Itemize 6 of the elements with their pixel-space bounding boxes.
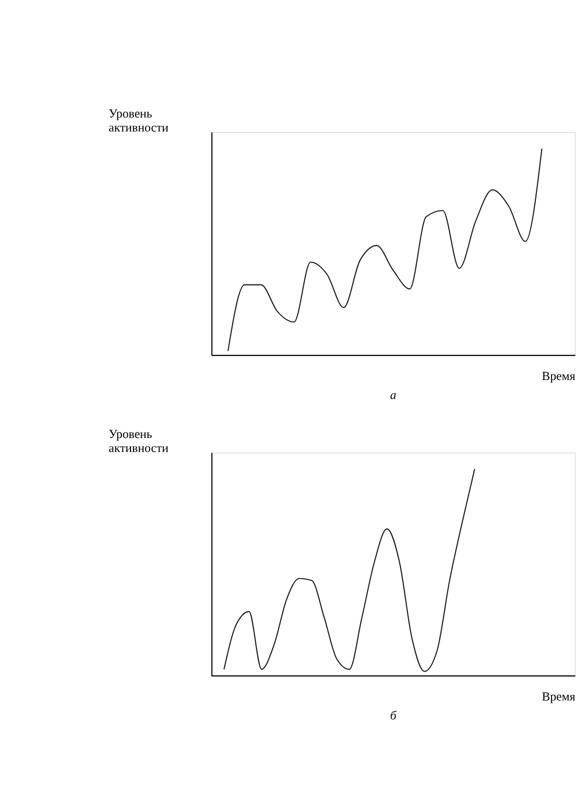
x-axis-title: Время bbox=[542, 690, 576, 704]
text: б bbox=[390, 708, 398, 722]
text: а bbox=[390, 388, 396, 402]
y-axis-title: Уровень активности bbox=[108, 106, 169, 135]
x-axis-title: Время bbox=[542, 369, 576, 384]
y-axis-title: Уровень активности bbox=[108, 427, 169, 456]
